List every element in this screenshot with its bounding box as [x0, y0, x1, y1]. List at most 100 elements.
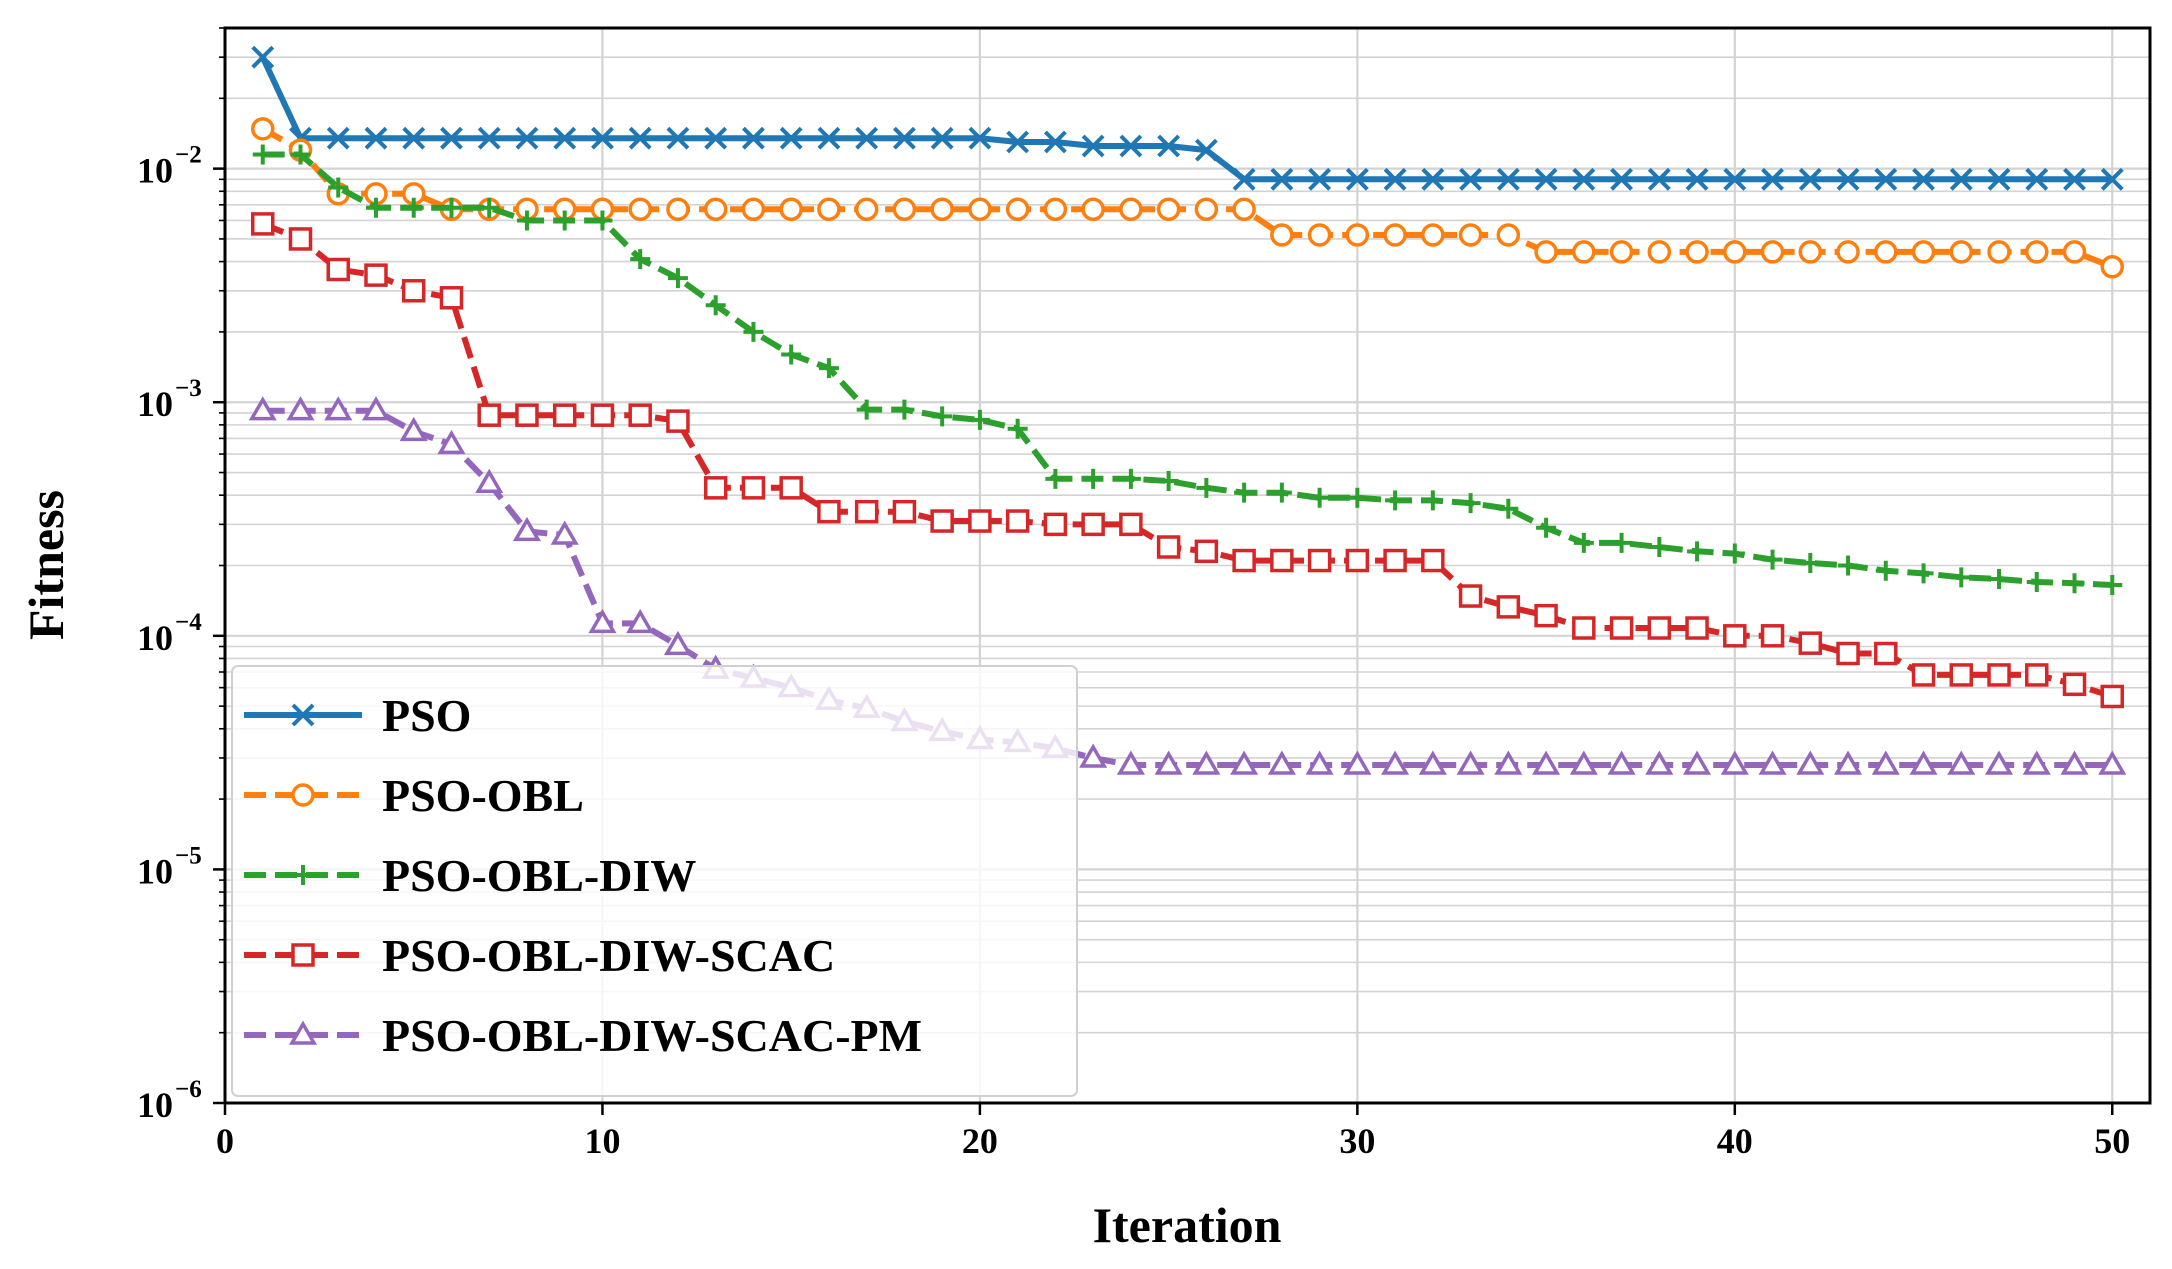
data-point [592, 210, 613, 231]
data-point [1647, 167, 1671, 191]
data-point [1196, 477, 1217, 498]
data-point [666, 197, 690, 222]
x-tick-label: 30 [1339, 1121, 1375, 1161]
data-point [1194, 539, 1219, 564]
x-tick-label: 50 [2094, 1121, 2130, 1161]
data-point [1536, 517, 1557, 538]
data-point [361, 396, 391, 421]
data-point [2025, 167, 2049, 191]
data-point [554, 210, 575, 231]
data-point [401, 279, 426, 303]
legend-label: PSO-OBL-DIW-SCAC-PM [382, 1010, 922, 1061]
x-axis-title: Iteration [1093, 1197, 1282, 1253]
data-point [1006, 130, 1030, 154]
y-tick-label-exponent: −3 [175, 375, 202, 402]
y-tick-label-exponent: −2 [175, 142, 202, 169]
data-point [1496, 167, 1520, 191]
data-point [1685, 616, 1709, 640]
data-point [248, 396, 277, 421]
data-point [742, 126, 765, 150]
data-point [1267, 750, 1296, 775]
y-tick-label: 10 [137, 151, 173, 191]
data-point [590, 403, 615, 427]
data-point [2100, 167, 2124, 191]
data-point [663, 630, 692, 656]
data-point [1761, 167, 1784, 191]
data-point [1836, 240, 1860, 264]
data-point [1909, 750, 1938, 775]
data-point [1081, 134, 1105, 158]
data-point [1079, 743, 1108, 768]
data-point [1345, 548, 1370, 573]
series-pso-obl [250, 117, 2125, 279]
data-point [1456, 750, 1485, 775]
data-point [1308, 167, 1332, 191]
legend-marker [293, 865, 313, 885]
data-point [1496, 595, 1521, 619]
data-point [552, 403, 577, 427]
data-point [1723, 167, 1747, 191]
y-tick-label: 10 [137, 618, 173, 658]
data-point [441, 197, 462, 218]
data-point [2022, 750, 2051, 775]
data-point [1572, 167, 1596, 191]
data-point [477, 403, 501, 427]
data-point [666, 126, 690, 150]
data-point [1723, 624, 1747, 648]
data-point [1911, 663, 1936, 687]
data-point [779, 126, 803, 150]
legend-item: PSO-OBL-DIW-SCAC [244, 930, 835, 981]
data-point [1081, 512, 1105, 537]
data-point [2064, 573, 2085, 594]
data-point [1383, 167, 1407, 191]
data-point [1232, 548, 1256, 573]
data-point [1230, 750, 1259, 775]
data-point [515, 403, 539, 427]
data-point [1498, 498, 1519, 519]
data-point [324, 396, 353, 421]
data-point [1534, 167, 1558, 191]
data-point [1836, 167, 1860, 191]
data-point [250, 212, 275, 236]
data-point [1158, 471, 1179, 492]
data-point [288, 227, 313, 251]
data-point [1610, 167, 1633, 191]
data-point [1421, 223, 1445, 247]
data-point [1045, 468, 1066, 489]
data-point [1120, 468, 1141, 489]
data-point [2062, 672, 2087, 697]
data-point [1496, 223, 1521, 247]
series-line [262, 407, 2113, 768]
data-point [1572, 240, 1596, 264]
data-point [1119, 512, 1143, 537]
data-point [1913, 563, 1934, 584]
data-point [1836, 641, 1860, 666]
x-tick-label: 40 [1717, 1121, 1753, 1161]
data-point [1116, 750, 1145, 775]
data-point [364, 126, 388, 150]
data-point [1947, 750, 1976, 775]
data-point [440, 126, 463, 150]
data-point [1987, 663, 2011, 687]
data-point [667, 268, 688, 289]
data-point [477, 126, 501, 150]
data-point [1647, 616, 1672, 640]
data-point [1989, 569, 2010, 590]
data-point [628, 403, 652, 427]
legend-item: PSO [244, 690, 471, 741]
data-point [1083, 468, 1104, 489]
data-point [550, 520, 579, 545]
data-point [1874, 167, 1898, 191]
data-point [516, 210, 537, 231]
data-point [1607, 750, 1636, 775]
data-point [855, 126, 879, 150]
data-point [1307, 223, 1332, 247]
data-point [1834, 750, 1863, 775]
series-line [261, 221, 2114, 700]
data-point [1270, 167, 1294, 191]
data-point [630, 249, 651, 270]
data-point [932, 406, 953, 427]
data-point [1005, 197, 1030, 222]
data-point [1383, 548, 1407, 573]
data-point [1647, 240, 1672, 264]
